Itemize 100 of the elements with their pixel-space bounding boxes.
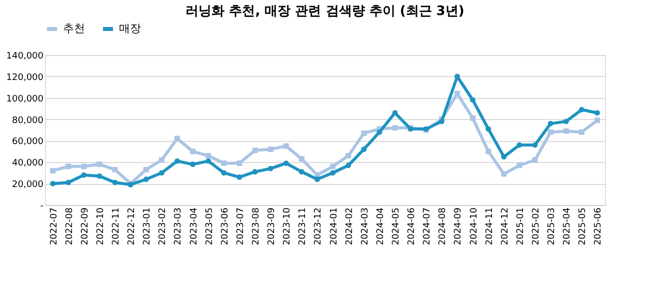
x-tick-label: 2025-02 — [532, 208, 542, 246]
point — [578, 129, 584, 135]
point — [81, 164, 87, 170]
x-tick-label: 2024-11 — [484, 208, 495, 246]
point — [594, 110, 600, 116]
point — [143, 176, 149, 182]
x-tick-label: 2023-12 — [314, 208, 324, 246]
x-tick-label: 2023-10 — [282, 207, 293, 246]
point — [112, 180, 118, 186]
x-tick-label: 2022-10 — [96, 207, 106, 246]
point — [330, 164, 336, 170]
point — [158, 157, 164, 163]
x-tick-label: 2024-08 — [438, 207, 448, 246]
x-tick-label: 2023-05 — [204, 208, 215, 246]
chart-title: 러닝화 추천, 매장 관련 검색량 추이 (최근 3년) — [186, 4, 464, 19]
point — [548, 120, 554, 126]
x-tick-label: 2022-09 — [80, 207, 90, 246]
point — [346, 152, 352, 158]
point — [221, 160, 227, 166]
point — [96, 173, 102, 179]
point — [143, 166, 149, 172]
point — [221, 170, 227, 176]
point — [298, 169, 304, 175]
point — [236, 160, 242, 166]
x-tick-label: 2024-06 — [407, 207, 418, 246]
x-tick-label: 2023-02 — [158, 208, 168, 246]
x-tick-label: 2022-07 — [49, 208, 60, 246]
point — [470, 115, 476, 121]
y-tick-label: 80,000 — [12, 116, 44, 126]
point — [174, 158, 180, 164]
y-tick-label: 140,000 — [6, 52, 44, 62]
point — [112, 166, 118, 172]
x-tick-label: 2023-04 — [189, 207, 200, 246]
x-tick-label: 2023-03 — [174, 208, 184, 246]
point — [236, 174, 242, 180]
point — [594, 118, 600, 124]
point — [361, 130, 367, 136]
point — [50, 168, 56, 174]
point — [268, 166, 274, 172]
x-tick-label: 2024-05 — [392, 208, 402, 246]
x-tick-label: 2024-12 — [500, 208, 510, 246]
x-tick-label: 2025-05 — [578, 208, 588, 246]
point — [376, 129, 382, 135]
x-tick-label: 2024-10 — [469, 207, 480, 246]
y-tick-label: 120,000 — [6, 72, 44, 83]
x-tick-label: 2024-07 — [422, 208, 433, 246]
point — [516, 142, 522, 148]
x-tick-label: 2023-07 — [236, 208, 246, 246]
x-tick-label: 2024-03 — [360, 208, 370, 246]
legend-label: 추천 — [63, 22, 85, 35]
point — [501, 154, 507, 160]
point — [563, 128, 569, 134]
point — [96, 162, 102, 168]
point — [206, 158, 212, 164]
x-tick-label: 2025-06 — [594, 207, 604, 246]
x-tick-label: 2022-11 — [112, 208, 122, 246]
x-tick-label: 2024-01 — [329, 208, 340, 246]
point — [268, 146, 274, 152]
x-tick-label: 2023-09 — [267, 207, 278, 246]
x-tick-label: 2022-12 — [127, 208, 138, 246]
point — [50, 180, 56, 186]
x-tick-label: 2023-08 — [252, 207, 262, 246]
x-tick-label: 2023-06 — [220, 207, 230, 246]
point — [486, 126, 492, 132]
x-tick-label: 2024-04 — [376, 207, 386, 246]
point — [190, 148, 196, 154]
x-tick-label: 2024-02 — [344, 208, 355, 246]
point — [548, 129, 554, 135]
point — [190, 162, 196, 168]
point — [532, 142, 538, 148]
point — [66, 180, 72, 186]
point — [252, 169, 258, 175]
point — [392, 110, 398, 116]
point — [174, 136, 180, 142]
point — [66, 164, 72, 170]
x-tick-label: 2025-01 — [516, 208, 526, 246]
point — [252, 148, 258, 154]
x-tick-label: 2023-11 — [298, 208, 308, 246]
point — [392, 125, 398, 131]
point — [486, 148, 492, 154]
point — [283, 143, 289, 149]
point — [346, 162, 352, 168]
x-tick-label: 2025-04 — [562, 207, 573, 246]
x-tick-label: 2022-08 — [64, 207, 75, 246]
point — [563, 118, 569, 124]
point — [314, 176, 320, 182]
point — [516, 162, 522, 168]
point — [158, 170, 164, 176]
y-tick-label: 60,000 — [12, 137, 44, 148]
point — [470, 97, 476, 103]
point — [501, 171, 507, 177]
y-tick-label: 40,000 — [12, 158, 44, 169]
y-tick-label: - — [40, 202, 44, 212]
point — [330, 170, 336, 176]
x-tick-label: 2025-03 — [547, 208, 558, 246]
y-tick-label: 20,000 — [12, 180, 44, 190]
point — [361, 146, 367, 152]
point — [578, 106, 584, 112]
point — [81, 172, 87, 178]
point — [206, 152, 212, 158]
